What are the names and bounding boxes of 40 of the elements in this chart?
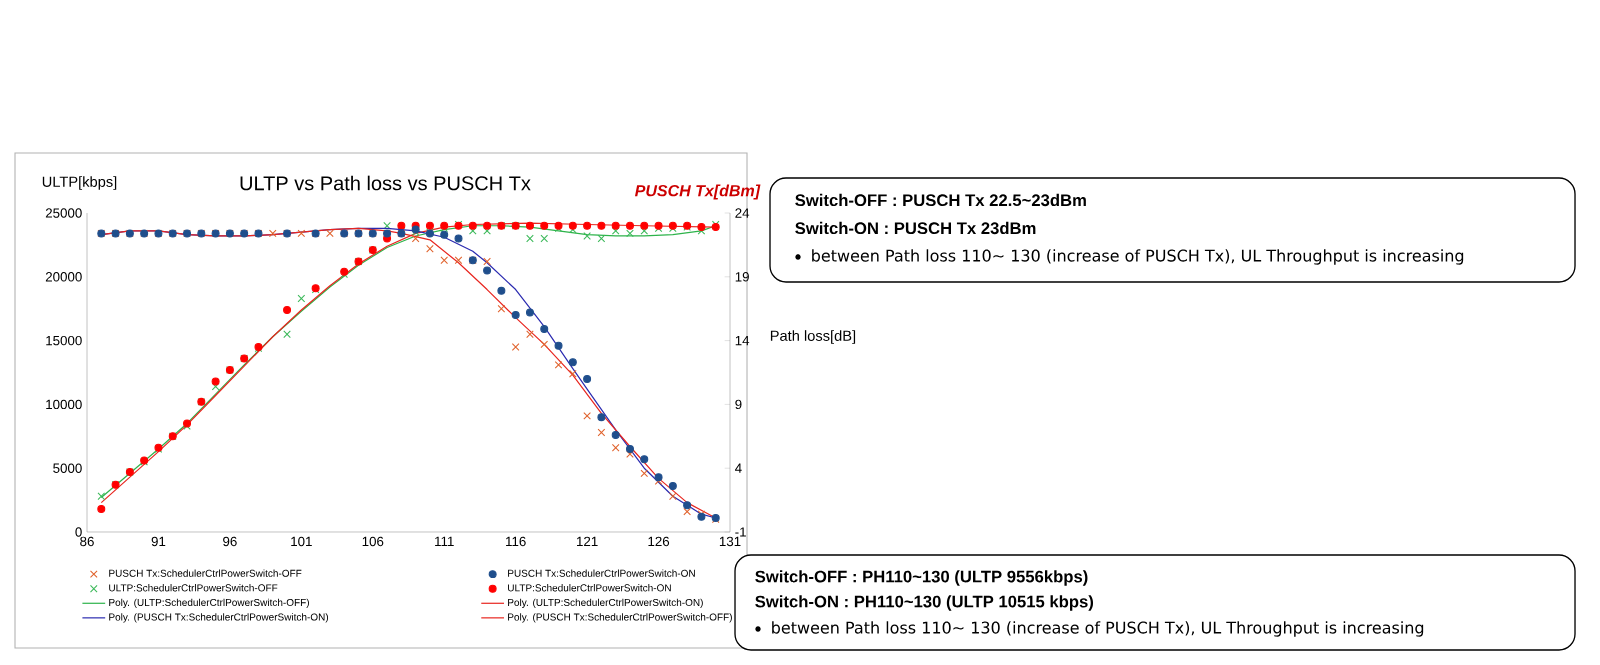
legend-label: ULTP:SchedulerCtrlPowerSwitch-OFF bbox=[109, 584, 278, 592]
legend-label: Poly. (PUSCH Tx:SchedulerCtrlPowerSwitch-OFF) bbox=[508, 613, 732, 623]
y-tick-label: 5000 bbox=[53, 463, 82, 473]
chart-title: ULTP vs Path loss vs PUSCH Tx bbox=[240, 175, 531, 191]
text: Switch-ON : PH110~130 (ULTP 10515 kbps) bbox=[755, 595, 1094, 611]
y-axis-title: ULTP[kbps] bbox=[42, 176, 117, 190]
text: between Path loss 110~ 130 (increase of PUSCH Tx), UL Throughput is increasing bbox=[772, 621, 1424, 637]
text: Switch-ON : PUSCH Tx 23dBm bbox=[795, 221, 1036, 235]
x-tick-label: 131 bbox=[719, 536, 741, 547]
y-tick-label: 0 bbox=[75, 527, 82, 537]
text: Switch-OFF : PUSCH Tx 22.5~23dBm bbox=[795, 193, 1086, 207]
y2-tick-label: 4 bbox=[735, 463, 742, 473]
y2-axis-title: PUSCH Tx[dBm] bbox=[634, 184, 761, 200]
text: between Path loss 110~ 130 (increase of PUSCH Tx), UL Throughput is increasing bbox=[812, 249, 1464, 265]
legend-label: PUSCH Tx:SchedulerCtrlPowerSwitch-OFF bbox=[109, 569, 302, 577]
x-tick-label: 96 bbox=[223, 536, 237, 547]
x-tick-label: 121 bbox=[577, 536, 598, 547]
legend-label: PUSCH Tx:SchedulerCtrlPowerSwitch-ON bbox=[508, 569, 695, 577]
x-tick-label: 86 bbox=[80, 536, 94, 547]
x-tick-label: 126 bbox=[648, 536, 670, 547]
legend-label: ULTP:SchedulerCtrlPowerSwitch-ON bbox=[508, 584, 671, 592]
y-tick-label: 10000 bbox=[46, 399, 82, 410]
x-tick-label: 116 bbox=[506, 536, 526, 547]
y2-tick-label: 14 bbox=[735, 336, 750, 346]
y2-tick-label: 19 bbox=[735, 272, 749, 282]
x-tick-label: 106 bbox=[362, 536, 384, 547]
x-tick-label: 91 bbox=[151, 536, 166, 547]
x-axis-title: Path loss[dB] bbox=[770, 330, 856, 344]
y2-tick-label: 9 bbox=[735, 399, 742, 410]
text: Switch-OFF : PH110~130 (ULTP 9556kbps) bbox=[755, 570, 1088, 586]
y-tick-label: 15000 bbox=[46, 335, 82, 346]
x-tick-label: 101 bbox=[291, 536, 312, 547]
legend-label: Poly. (ULTP:SchedulerCtrlPowerSwitch-ON) bbox=[508, 598, 703, 608]
legend-label: Poly. (PUSCH Tx:SchedulerCtrlPowerSwitch-ON) bbox=[109, 613, 329, 623]
y2-tick-label: -1 bbox=[735, 527, 746, 537]
y2-tick-label: 24 bbox=[735, 208, 750, 218]
legend-label: Poly. (ULTP:SchedulerCtrlPowerSwitch-OFF) bbox=[109, 598, 309, 608]
y-tick-label: 20000 bbox=[45, 272, 82, 282]
x-tick-label: 111 bbox=[435, 536, 454, 546]
y-tick-label: 25000 bbox=[45, 208, 82, 218]
